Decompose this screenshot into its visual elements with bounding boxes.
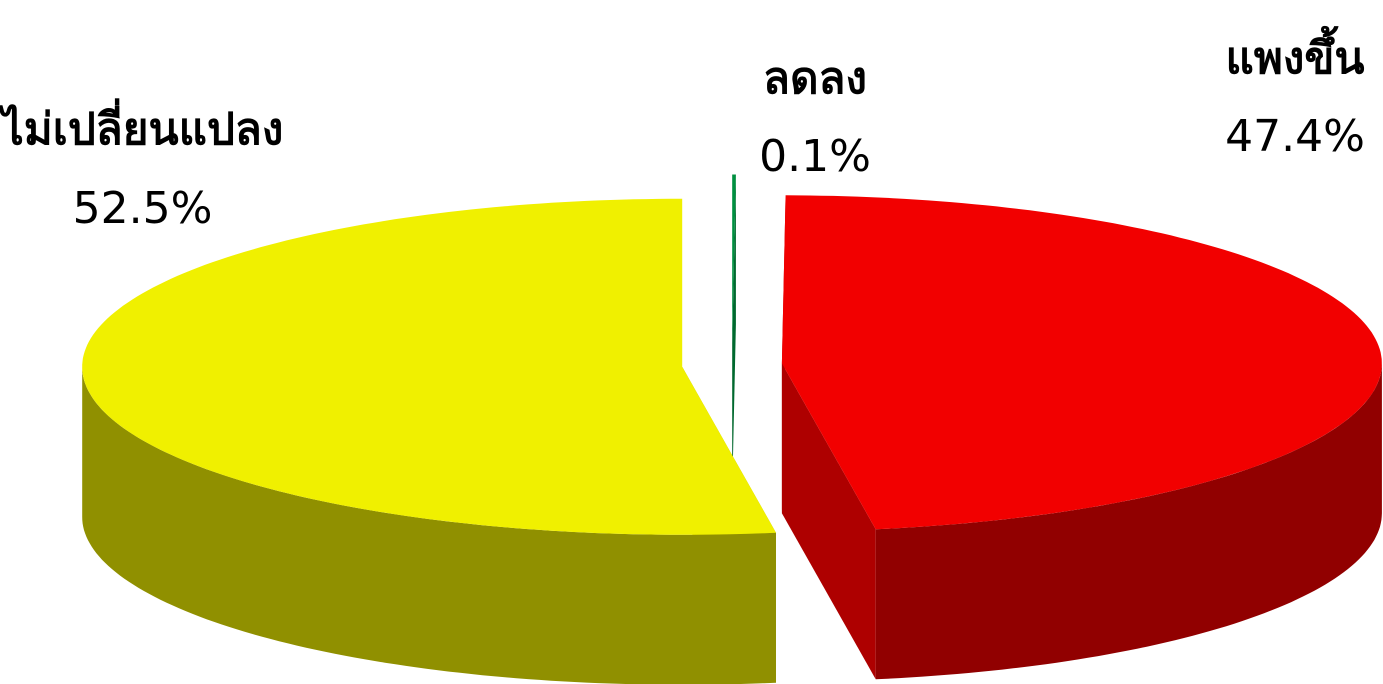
slice-rim <box>875 363 1382 680</box>
label-group: ไม่เปลี่ยนแปลง 52.5% <box>0 90 285 248</box>
slice-value-label: 52.5% <box>72 183 213 234</box>
slice-wall <box>781 363 876 680</box>
label-group: ลดลง 0.1% <box>700 40 930 196</box>
slice <box>781 195 1382 530</box>
slice <box>732 174 736 343</box>
slice-name: แพงขึ้น <box>1225 33 1365 84</box>
label-group: แพงขึ้น 47.4% <box>1190 20 1383 176</box>
slice-wall <box>732 174 736 493</box>
slice <box>82 198 776 535</box>
slice-rim <box>82 366 776 684</box>
slice-name: ไม่เปลี่ยนแปลง <box>1 104 284 155</box>
slice-value-label: 47.4% <box>1225 111 1365 162</box>
slice-name: ลดลง <box>763 53 867 104</box>
slice-value-label: 0.1% <box>759 131 871 182</box>
